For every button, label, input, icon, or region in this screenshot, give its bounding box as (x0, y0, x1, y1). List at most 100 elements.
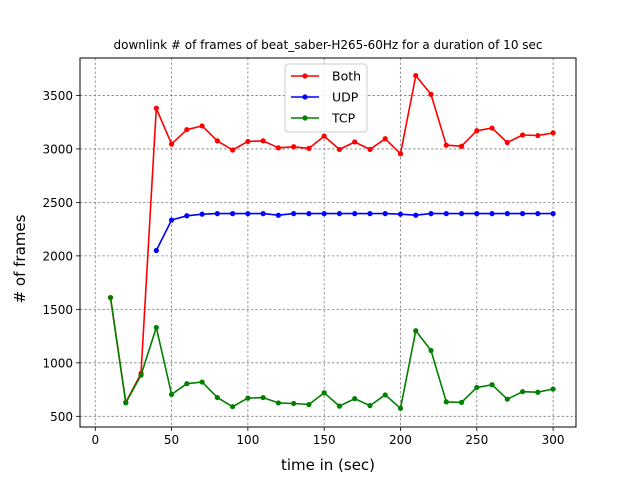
data-point-udp (352, 211, 358, 217)
data-point-tcp (230, 404, 236, 410)
data-point-both (168, 141, 175, 147)
series-line-udp (155, 212, 554, 251)
data-point-udp (382, 211, 388, 217)
data-point-both (153, 105, 159, 111)
y-tick-label: 1500 (42, 303, 73, 317)
data-point-tcp (153, 324, 159, 331)
data-point-udp (214, 211, 220, 217)
data-point-both (397, 151, 404, 157)
data-point-tcp (321, 390, 327, 396)
legend: Both UDP TCP (284, 63, 368, 133)
plot-frame (79, 57, 577, 428)
data-point-tcp (123, 400, 129, 406)
data-point-both (291, 144, 297, 150)
data-point-tcp (107, 294, 114, 301)
data-point-udp (535, 211, 541, 217)
data-point-udp (550, 211, 556, 217)
data-point-tcp (138, 372, 144, 378)
data-point-both (184, 127, 190, 133)
data-point-udp (260, 211, 266, 217)
data-point-udp (413, 212, 419, 218)
data-point-tcp (519, 389, 526, 395)
x-tick-label: 50 (164, 433, 179, 447)
legend-label-both: Both (332, 69, 361, 84)
data-point-tcp (535, 389, 541, 395)
data-point-both (352, 139, 358, 145)
data-point-udp (443, 211, 449, 217)
x-axis-label: time in (sec) (281, 456, 375, 474)
legend-label-tcp: TCP (331, 111, 356, 126)
data-point-tcp (275, 400, 281, 406)
legend-marker-both (302, 73, 308, 79)
legend-marker-udp (302, 94, 308, 100)
data-point-udp (291, 211, 297, 217)
data-point-udp (275, 212, 281, 218)
x-tick-label: 200 (389, 433, 412, 447)
data-point-both (428, 91, 434, 97)
data-point-udp (458, 211, 465, 217)
data-point-tcp (474, 384, 480, 391)
data-point-both (504, 139, 510, 146)
data-point-tcp (413, 328, 419, 334)
y-axis-label: # of frames (11, 214, 29, 303)
data-point-both (458, 143, 465, 149)
data-point-tcp (184, 381, 190, 387)
data-point-both (275, 145, 281, 151)
data-point-udp (321, 211, 327, 217)
data-point-udp (153, 247, 159, 254)
data-point-udp (474, 211, 480, 217)
data-point-tcp (168, 391, 175, 397)
data-point-tcp (199, 379, 205, 385)
data-point-udp (489, 211, 495, 217)
data-point-both (214, 138, 220, 144)
data-point-udp (184, 213, 190, 219)
data-point-both (321, 133, 327, 139)
grid (80, 58, 576, 427)
data-point-udp (199, 211, 205, 217)
data-point-both (413, 73, 419, 79)
data-point-both (367, 146, 373, 153)
data-point-tcp (352, 396, 358, 402)
data-point-udp (168, 217, 175, 223)
legend-box (284, 63, 368, 133)
data-point-tcp (260, 394, 266, 401)
data-point-both (519, 132, 526, 138)
data-point-udp (397, 211, 404, 217)
data-point-tcp (428, 347, 434, 354)
data-point-udp (306, 211, 312, 217)
y-tick-label: 3500 (42, 89, 73, 103)
legend-label-udp: UDP (332, 90, 359, 105)
legend-marker-tcp (302, 115, 308, 121)
data-point-tcp (504, 396, 510, 402)
data-point-udp (230, 211, 236, 217)
series-line-tcp (109, 297, 554, 410)
data-point-tcp (214, 394, 220, 401)
data-point-tcp (382, 392, 388, 398)
x-tick-label: 100 (236, 433, 259, 447)
data-point-both (489, 125, 495, 131)
data-point-tcp (489, 382, 495, 388)
data-point-tcp (291, 400, 297, 407)
data-point-both (230, 147, 236, 153)
x-tick-label: 150 (313, 433, 336, 447)
data-point-tcp (458, 399, 465, 405)
data-point-both (382, 136, 388, 142)
data-point-tcp (443, 399, 449, 405)
data-point-both (245, 138, 251, 145)
x-tick-label: 250 (465, 433, 488, 447)
data-point-both (443, 142, 449, 148)
y-tick-label: 3000 (42, 142, 73, 156)
axes: 0 50 100 150 200 250 300 500 1000 1500 2000 2500 300… (42, 89, 564, 447)
y-tick-label: 500 (50, 410, 73, 424)
data-point-udp (504, 211, 510, 217)
data-point-both (535, 132, 541, 139)
data-point-udp (336, 211, 343, 217)
data-point-udp (428, 211, 434, 217)
x-tick-label: 0 (91, 433, 99, 447)
data-point-both (474, 128, 480, 134)
data-point-tcp (550, 386, 556, 392)
data-point-udp (367, 211, 373, 217)
data-point-both (550, 130, 556, 136)
y-tick-label: 2500 (42, 196, 73, 210)
